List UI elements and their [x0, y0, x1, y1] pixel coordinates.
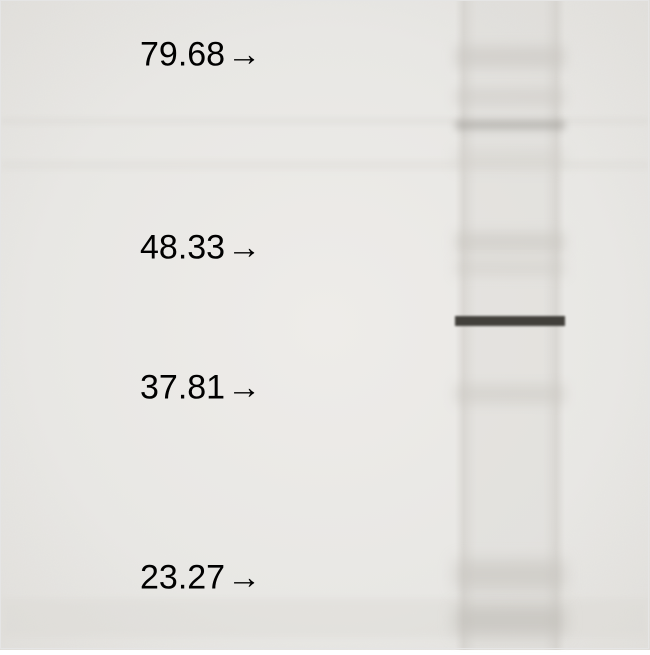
arrow-right-icon: →: [227, 36, 261, 75]
protein-band: [455, 46, 565, 68]
mw-value: 37.81: [140, 369, 225, 408]
mw-value: 79.68: [140, 36, 225, 75]
western-blot-figure: 79.68→48.33→37.81→23.27→: [0, 0, 650, 650]
protein-band: [455, 605, 565, 635]
protein-band: [455, 316, 565, 326]
arrow-right-icon: →: [227, 229, 261, 268]
sample-lane: [455, 0, 565, 650]
arrow-right-icon: →: [227, 369, 261, 408]
protein-band: [455, 560, 565, 590]
mw-marker-label: 48.33→: [140, 229, 261, 268]
protein-band: [455, 260, 565, 276]
mw-value: 23.27: [140, 559, 225, 598]
mw-marker-label: 23.27→: [140, 559, 261, 598]
mw-marker-label: 79.68→: [140, 36, 261, 75]
mw-marker-label: 37.81→: [140, 369, 261, 408]
arrow-right-icon: →: [227, 559, 261, 598]
mw-value: 48.33: [140, 229, 225, 268]
protein-band: [455, 88, 565, 106]
protein-band: [455, 232, 565, 252]
protein-band: [455, 384, 565, 404]
protein-band: [455, 150, 565, 168]
protein-band: [455, 120, 565, 130]
